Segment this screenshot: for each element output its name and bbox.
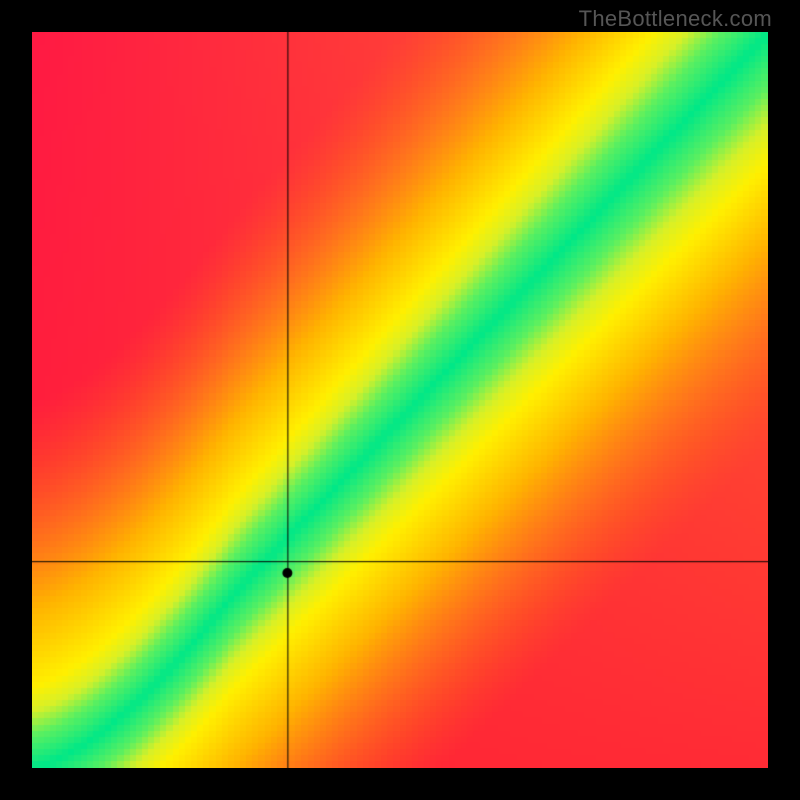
watermark-text: TheBottleneck.com [579, 6, 772, 32]
chart-container: TheBottleneck.com [0, 0, 800, 800]
bottleneck-heatmap [32, 32, 768, 768]
